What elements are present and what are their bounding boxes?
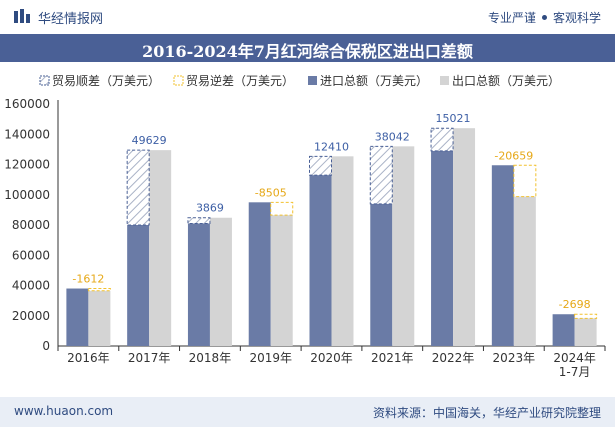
balance-label: 12410	[314, 140, 349, 153]
legend-label: 贸易逆差（万美元）	[186, 73, 294, 88]
legend-label: 贸易顺差（万美元）	[52, 74, 160, 88]
x-tick-label: 2016年	[67, 351, 110, 365]
footer: www.huaon.com 资料来源：中国海关，华经产业研究院整理	[0, 397, 615, 427]
bar-export	[270, 215, 293, 346]
legend-label: 出口总额（万美元）	[452, 74, 560, 88]
y-tick-label: 80000	[12, 218, 50, 232]
bar-export	[513, 196, 536, 346]
y-tick-label: 120000	[4, 158, 50, 172]
x-tick-label: 2019年	[249, 351, 292, 365]
bar-import	[187, 223, 210, 346]
y-tick-label: 100000	[4, 188, 50, 202]
bar-export	[149, 150, 172, 346]
bar-export	[392, 146, 415, 346]
x-tick-label: 2022年	[432, 351, 475, 365]
legend-swatch-surplus	[39, 75, 50, 86]
chart: 贸易顺差（万美元） 贸易逆差（万美元） 进口总额（万美元） 出口总额（万美元） 0 200…	[4, 73, 606, 379]
dot-icon	[541, 15, 547, 20]
bar-export	[88, 290, 111, 346]
y-tick-label: 20000	[12, 309, 50, 323]
x-tick-label: 2017年	[128, 351, 171, 365]
balance-label: -2698	[559, 298, 591, 311]
balance-surplus	[309, 155, 332, 176]
top-bar: 华经情报网 专业严谨 客观科学	[0, 0, 615, 34]
chart-title: 2016-2024年7月红河综合保税区进出口差额	[142, 42, 473, 61]
balance-deficit	[270, 201, 294, 216]
balance-surplus	[126, 149, 150, 226]
balance-label: -1612	[72, 273, 104, 286]
footer-source: 资料来源：中国海关，华经产业研究院整理	[372, 406, 601, 420]
footer-website: www.huaon.com	[14, 404, 114, 418]
slogan-right: 客观科学	[552, 11, 601, 25]
bar-export	[574, 318, 597, 346]
x-tick-label: 2024年	[553, 351, 596, 365]
balance-deficit	[574, 313, 598, 319]
slogan: 专业严谨 客观科学	[488, 9, 601, 26]
x-tick-label: 2020年	[310, 351, 353, 365]
bar-import	[431, 150, 454, 346]
balance-label: 3869	[196, 202, 224, 215]
bar-import	[552, 314, 575, 346]
balance-label: 15021	[436, 112, 471, 125]
bar-export	[453, 128, 476, 346]
y-tick-label: 0	[42, 339, 50, 353]
x-tick-label: 2018年	[189, 351, 232, 365]
bar-import	[309, 175, 332, 346]
balance-surplus	[187, 217, 211, 224]
x-tick-label: 2023年	[493, 351, 536, 365]
balance-label: -8505	[255, 186, 287, 199]
balance-label: 38042	[375, 130, 410, 143]
bar-export	[209, 217, 232, 346]
logo-icon	[14, 9, 30, 23]
balance-surplus	[369, 145, 393, 205]
title-bar: 2016-2024年7月红河综合保税区进出口差额	[0, 34, 615, 62]
bar-import	[491, 165, 514, 346]
y-tick-label: 40000	[12, 279, 50, 293]
y-tick-label: 60000	[12, 248, 50, 262]
x-tick-label: 1-7月	[559, 365, 591, 379]
bar-import	[127, 225, 150, 346]
balance-label: -20659	[494, 149, 533, 162]
balance-surplus	[430, 127, 454, 152]
balance-deficit	[87, 288, 111, 292]
legend-swatch-import	[308, 76, 317, 85]
legend-swatch-export	[440, 76, 449, 85]
bar-import	[66, 288, 89, 346]
bar-import	[248, 202, 271, 346]
y-tick-label: 140000	[4, 127, 50, 141]
slogan-left: 专业严谨	[487, 11, 536, 25]
bar-import	[370, 203, 393, 346]
y-tick-label: 160000	[4, 97, 50, 111]
bar-export	[331, 156, 354, 346]
legend-swatch-deficit	[173, 75, 184, 86]
brand-name: 华经情报网	[38, 12, 104, 27]
x-tick-label: 2021年	[371, 351, 414, 365]
legend-label: 进口总额（万美元）	[320, 74, 428, 88]
balance-label: 49629	[132, 134, 167, 147]
balance-deficit	[513, 164, 537, 198]
